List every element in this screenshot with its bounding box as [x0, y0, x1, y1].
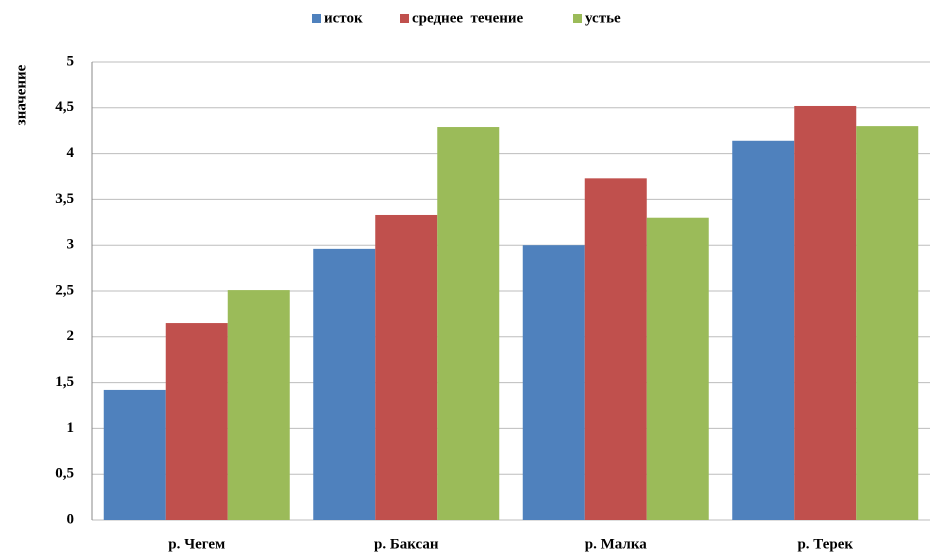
y-tick-label: 0,5: [55, 466, 74, 482]
bar: [437, 127, 500, 520]
legend-label: устье: [585, 10, 621, 26]
bar: [794, 105, 857, 520]
x-tick-label: р. Малка: [585, 536, 647, 552]
bar: [646, 217, 709, 520]
bar: [732, 140, 795, 520]
legend-swatch: [573, 14, 582, 23]
legend-label: исток: [324, 10, 363, 26]
bar: [584, 178, 647, 520]
bar: [856, 126, 919, 521]
y-tick-label: 4,5: [55, 99, 74, 115]
y-axis-label: значение: [13, 64, 29, 125]
bar: [375, 214, 438, 521]
y-tick-label: 3: [67, 237, 75, 253]
legend-swatch: [312, 14, 321, 23]
legend-label: среднее течение: [412, 10, 524, 26]
bar: [227, 290, 290, 520]
y-tick-label: 5: [67, 53, 75, 69]
y-tick-label: 2: [67, 328, 75, 344]
y-tick-label: 2,5: [55, 282, 74, 298]
y-tick-label: 4: [67, 145, 75, 161]
y-tick-label: 3,5: [55, 191, 74, 207]
bar: [103, 389, 166, 520]
x-tick-label: р. Чегем: [168, 536, 225, 552]
bar: [313, 248, 376, 520]
bar: [522, 245, 585, 520]
y-tick-label: 0: [67, 511, 75, 527]
y-tick-label: 1: [67, 420, 75, 436]
y-tick-label: 1,5: [55, 374, 74, 390]
x-tick-label: р. Баксан: [374, 536, 439, 552]
legend-swatch: [400, 14, 409, 23]
bar: [165, 323, 228, 520]
x-tick-label: р. Терек: [797, 536, 853, 552]
